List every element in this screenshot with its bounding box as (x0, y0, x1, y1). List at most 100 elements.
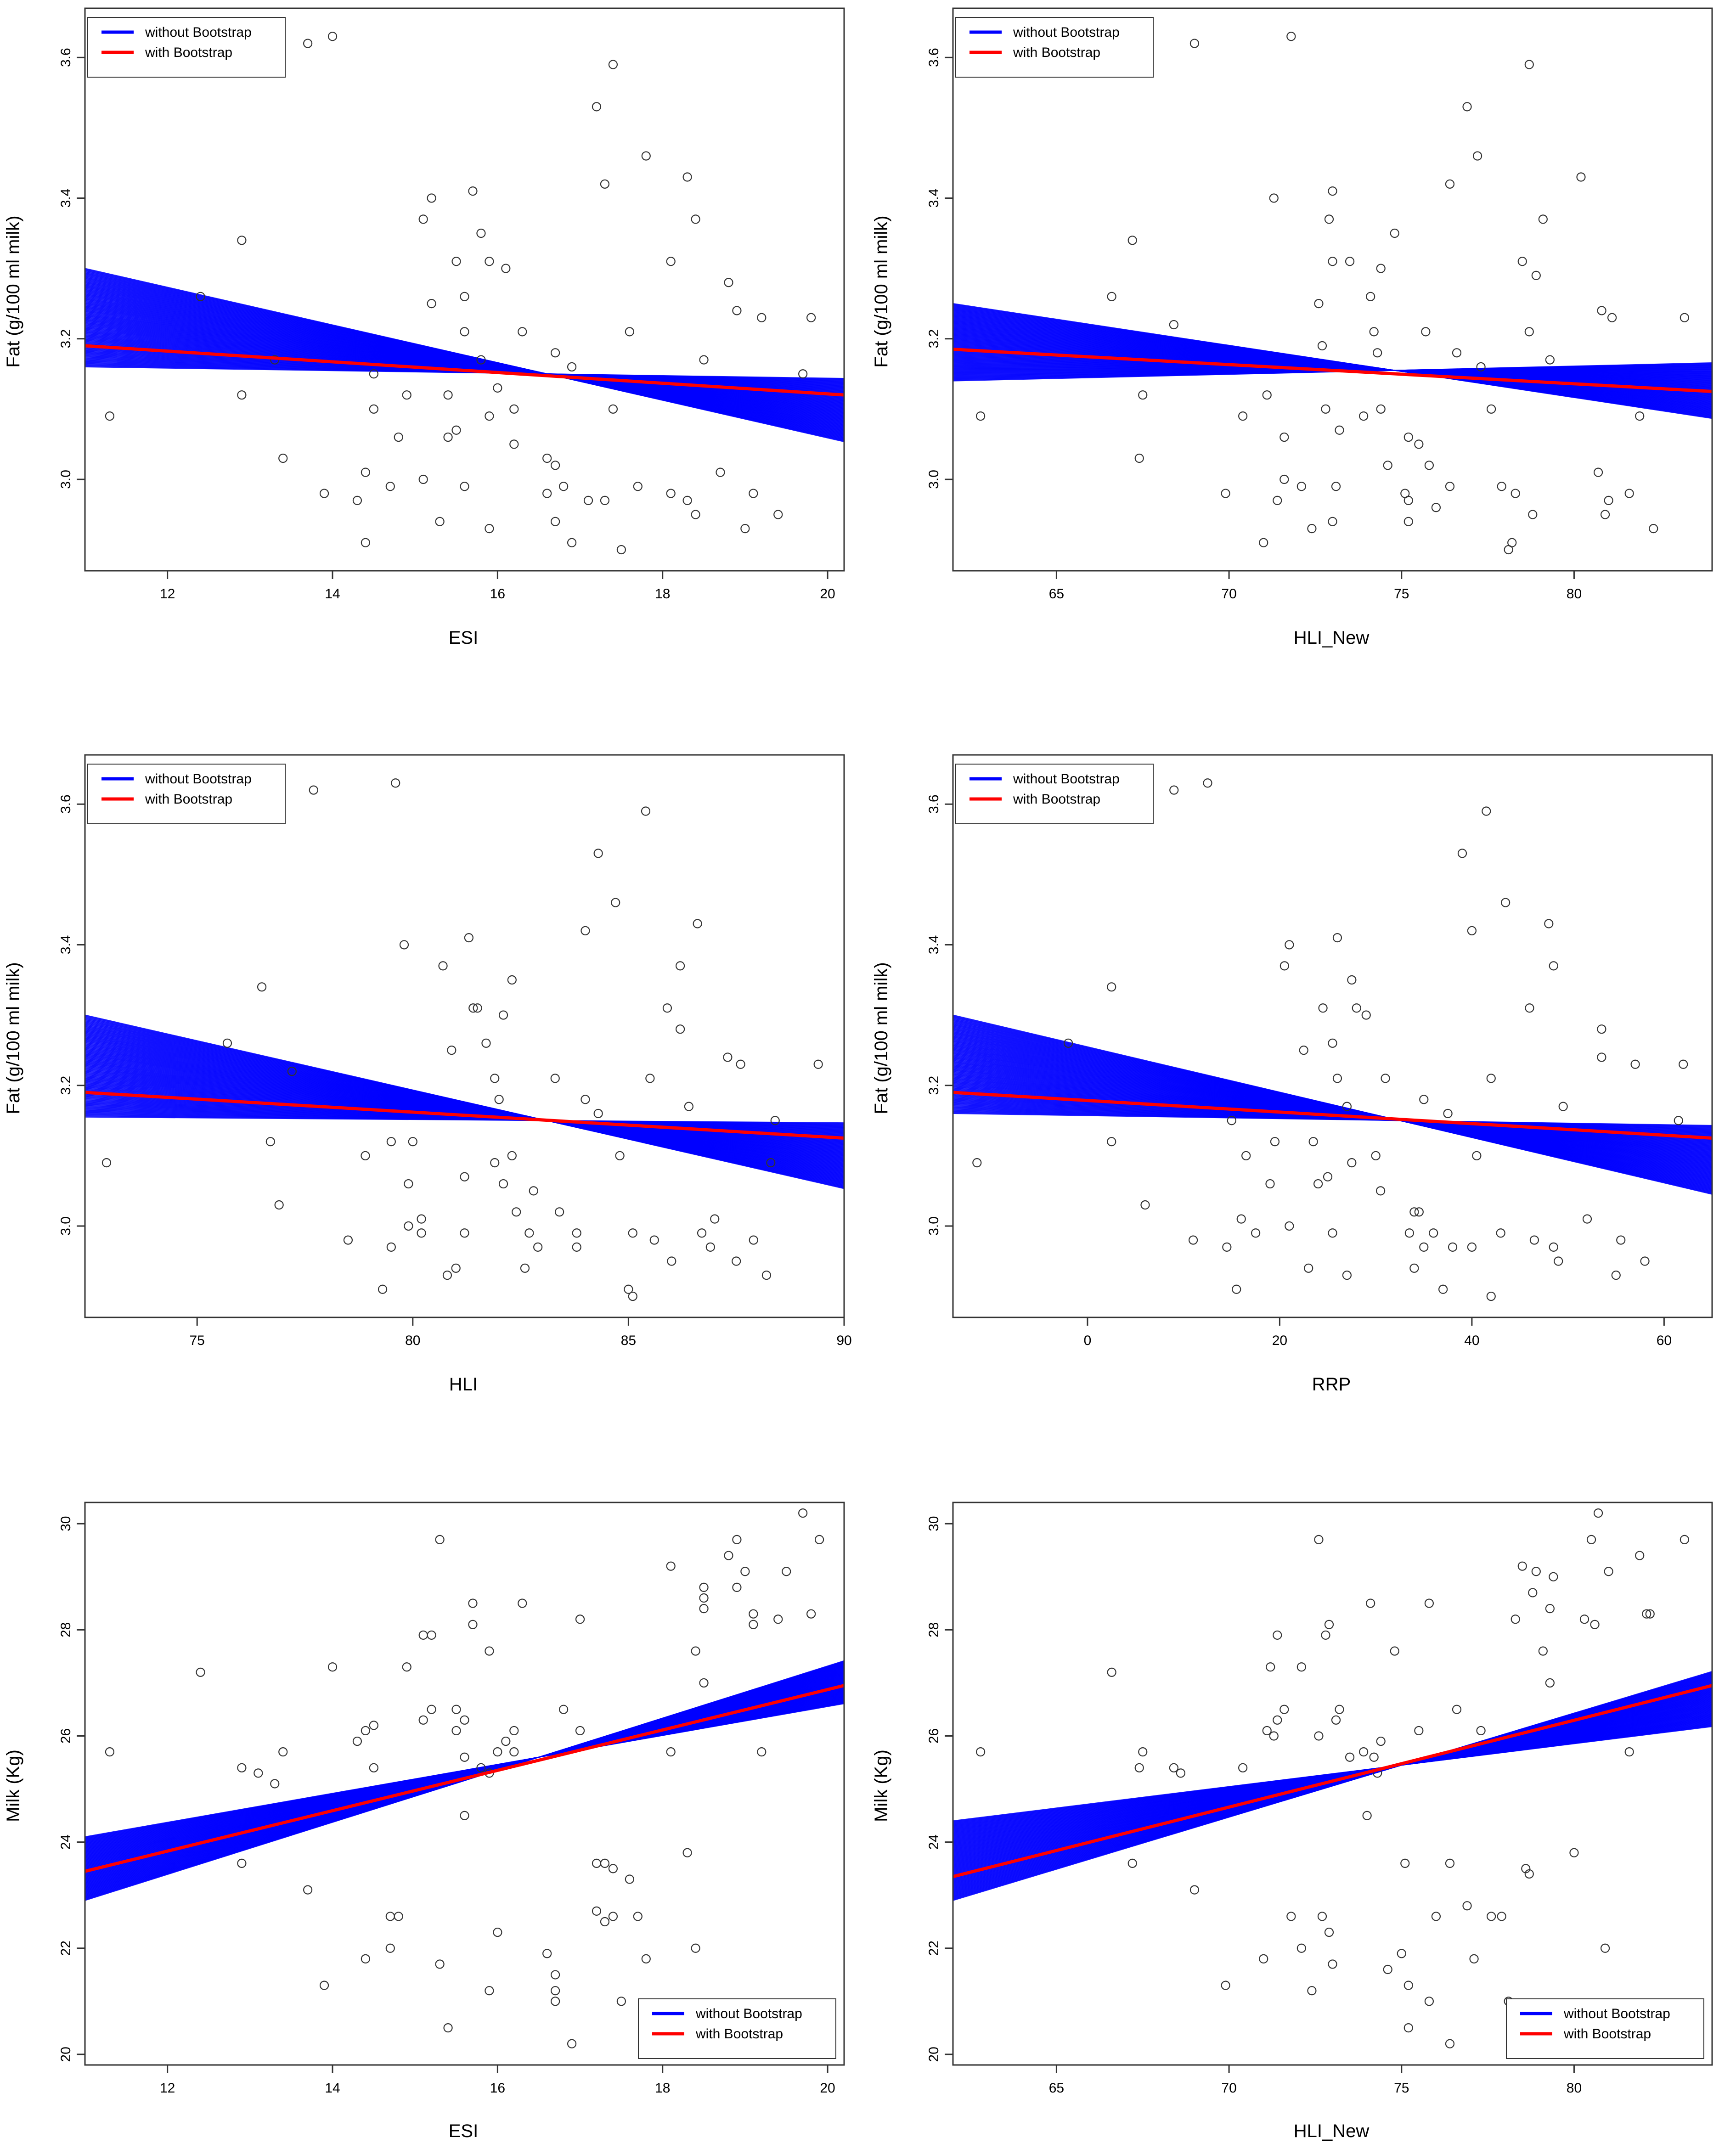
y-axis-label: Fat (g/100 ml milk) (3, 962, 23, 1114)
data-point (490, 1158, 500, 1168)
data-point (1269, 1731, 1279, 1741)
y-tick-label: 28 (58, 1622, 73, 1637)
data-point (611, 898, 620, 907)
data-point (222, 1038, 232, 1048)
data-point (1538, 214, 1548, 224)
data-point (806, 1609, 816, 1619)
data-point (476, 1763, 486, 1772)
data-point (105, 1747, 115, 1757)
data-point (1579, 1615, 1589, 1624)
data-point (1649, 524, 1658, 534)
data-point (1324, 1927, 1334, 1937)
data-point (691, 510, 700, 519)
data-point (740, 1567, 750, 1576)
data-point (628, 1228, 637, 1238)
data-point (666, 1747, 676, 1757)
y-axis-label: Milk (Kg) (871, 1750, 891, 1822)
y-tick-label: 3.6 (926, 794, 941, 814)
data-point (493, 1747, 502, 1757)
data-point (976, 1747, 986, 1757)
data-point (1679, 1059, 1688, 1069)
data-point (443, 390, 453, 400)
data-point (1273, 1715, 1282, 1725)
data-point (1366, 292, 1375, 301)
data-point (105, 411, 115, 421)
fit-line (953, 1684, 1712, 1879)
data-point (1307, 524, 1317, 534)
x-tick-label: 65 (1049, 2081, 1064, 2096)
data-point (1624, 489, 1634, 498)
data-point (418, 1630, 428, 1640)
data-point (1323, 1172, 1333, 1181)
data-point (435, 1535, 445, 1544)
data-point (1569, 1848, 1579, 1857)
data-point (1604, 1567, 1613, 1576)
data-point (442, 1271, 452, 1280)
legend: without Bootstrap with Bootstrap (1506, 1998, 1704, 2059)
legend-box (955, 764, 1154, 824)
plot-frame (84, 754, 845, 1318)
plot-content (85, 1508, 844, 2048)
data-point (1376, 404, 1386, 414)
data-point (427, 1630, 436, 1640)
data-point (1107, 982, 1116, 992)
fit-line (953, 1091, 1712, 1140)
data-point (608, 404, 618, 414)
data-point (399, 940, 409, 950)
x-axis-label: HLI_New (1294, 628, 1370, 648)
data-point (498, 1179, 508, 1189)
data-point (676, 1024, 685, 1034)
data-point (1332, 933, 1342, 943)
y-axis-label: Fat (g/100 ml milk) (871, 215, 891, 367)
data-point (716, 467, 725, 477)
data-point (749, 1609, 758, 1619)
data-point (814, 1535, 824, 1544)
data-point (1531, 1567, 1541, 1576)
data-point (1347, 1158, 1357, 1168)
data-point (600, 179, 610, 189)
data-point (237, 390, 247, 400)
data-point (551, 1986, 560, 1996)
data-point (1438, 1284, 1448, 1294)
data-point (1476, 362, 1486, 372)
data-point (1304, 1263, 1313, 1273)
data-point (1362, 1811, 1372, 1820)
x-axis-label: ESI (449, 628, 478, 648)
data-point (1604, 495, 1613, 505)
data-point (1127, 1858, 1137, 1868)
fit-line (953, 348, 1712, 394)
data-point (625, 327, 634, 337)
data-point (402, 390, 411, 400)
x-tick-label: 20 (820, 2081, 835, 2096)
data-point (723, 1052, 733, 1062)
data-point (1486, 1291, 1496, 1301)
x-axis-label: RRP (1312, 1374, 1351, 1395)
legend: without Bootstrap with Bootstrap (638, 1998, 836, 2059)
data-point (1419, 1242, 1429, 1252)
data-point (1445, 179, 1455, 189)
data-point (724, 1551, 733, 1560)
data-point (1232, 1284, 1241, 1294)
data-point (404, 1179, 413, 1189)
legend-label: without Bootstrap (145, 25, 252, 40)
legend-label: without Bootstrap (1013, 771, 1120, 787)
x-axis-label: HLI_New (1294, 2121, 1370, 2141)
data-point (1381, 1074, 1390, 1083)
data-point (501, 1736, 511, 1746)
data-point (1624, 1747, 1634, 1757)
y-tick-label: 3.6 (926, 48, 941, 67)
data-point (237, 236, 247, 245)
data-point (529, 1186, 538, 1196)
data-point (616, 1997, 626, 2006)
data-point (443, 432, 453, 442)
data-point (682, 495, 692, 505)
plot-content (953, 1508, 1712, 2048)
x-tick-label: 65 (1049, 586, 1064, 602)
data-point (699, 1604, 709, 1614)
data-point (600, 1858, 610, 1868)
data-point (509, 1747, 519, 1757)
data-point (1241, 1151, 1251, 1160)
